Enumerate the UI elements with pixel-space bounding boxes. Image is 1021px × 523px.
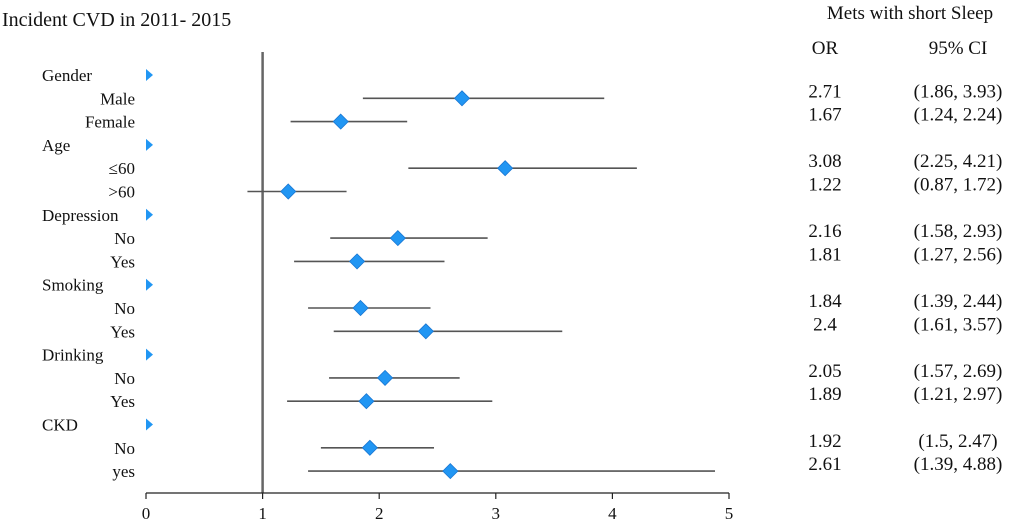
or-value: 2.4: [813, 314, 837, 335]
row-label: No: [114, 299, 135, 318]
or-column-header: OR: [812, 38, 839, 59]
or-marker: [332, 113, 349, 130]
markers-layer: [146, 69, 514, 480]
or-value: 1.67: [808, 105, 841, 126]
or-value: 3.08: [808, 151, 841, 172]
or-marker: [376, 369, 394, 386]
ci-value: (1.24, 2.24): [914, 105, 1003, 126]
group-indicator-icon: [146, 418, 153, 431]
row-label: yes: [112, 462, 135, 481]
x-axis: 0 1 2 3 4 5: [142, 492, 734, 523]
or-marker: [497, 160, 514, 177]
ci-lines-layer: [247, 52, 716, 493]
group-label: Gender: [42, 66, 92, 85]
row-label: >60: [108, 183, 135, 202]
ci-value: (1.57, 2.69): [914, 361, 1003, 382]
ci-value: (2.25, 4.21): [914, 151, 1003, 172]
x-tick-label: 4: [608, 504, 617, 523]
or-marker: [417, 323, 434, 340]
row-label: Yes: [110, 392, 135, 411]
x-tick-label: 0: [142, 504, 151, 523]
row-label: Male: [100, 89, 135, 108]
group-label: Drinking: [42, 346, 104, 365]
or-value: 1.22: [808, 175, 841, 196]
estimate-table: 2.71 (1.86, 3.93) 1.67 (1.24, 2.24) 3.08 (2.2…: [808, 81, 1002, 475]
or-marker: [280, 183, 297, 200]
ci-value: (0.87, 1.72): [914, 175, 1003, 196]
row-label: ≤60: [109, 159, 135, 178]
group-label: CKD: [42, 416, 78, 435]
x-tick-label: 3: [492, 504, 501, 523]
ci-value: (1.58, 2.93): [914, 221, 1003, 242]
or-marker: [389, 230, 406, 247]
or-value: 1.81: [808, 244, 841, 265]
x-tick-label: 5: [725, 504, 734, 523]
group-indicator-icon: [146, 278, 153, 291]
or-value: 1.92: [808, 431, 841, 452]
row-label: No: [114, 369, 135, 388]
or-marker: [361, 439, 378, 456]
ci-value: (1.86, 3.93): [914, 81, 1003, 102]
group-indicator-icon: [146, 208, 153, 221]
or-marker: [453, 90, 471, 107]
or-value: 1.89: [808, 384, 841, 405]
group-indicator-icon: [146, 348, 153, 361]
group-indicator-icon: [146, 69, 153, 81]
or-marker: [352, 299, 369, 317]
ci-value: (1.5, 2.47): [918, 431, 997, 452]
row-label: Yes: [110, 322, 135, 341]
group-label: Smoking: [42, 276, 104, 295]
ci-value: (1.61, 3.57): [914, 314, 1003, 335]
ci-value: (1.39, 2.44): [914, 291, 1003, 312]
row-label: Female: [85, 113, 135, 132]
row-label: Yes: [110, 252, 135, 271]
or-value: 2.16: [808, 221, 841, 242]
ci-value: (1.39, 4.88): [914, 454, 1003, 475]
x-tick-label: 1: [258, 504, 267, 523]
group-label: Age: [42, 136, 70, 155]
x-tick-label: 2: [375, 504, 384, 523]
right-column-header: Mets with short Sleep: [827, 3, 993, 24]
or-marker: [442, 463, 459, 480]
or-marker: [358, 393, 375, 410]
or-marker: [348, 253, 366, 270]
ci-column-header: 95% CI: [929, 38, 988, 59]
ci-value: (1.27, 2.56): [914, 244, 1003, 265]
or-value: 1.84: [808, 291, 842, 312]
group-indicator-icon: [146, 138, 153, 151]
row-labels-layer: Gender Male Female Age ≤60 >60 Depression No Yes…: [42, 66, 135, 481]
chart-title: Incident CVD in 2011- 2015: [2, 9, 231, 31]
or-value: 2.61: [808, 454, 841, 475]
row-label: No: [114, 439, 135, 458]
or-value: 2.05: [808, 361, 841, 382]
row-label: No: [114, 229, 135, 248]
ci-value: (1.21, 2.97): [914, 384, 1003, 405]
group-label: Depression: [42, 206, 119, 225]
or-value: 2.71: [808, 81, 841, 102]
